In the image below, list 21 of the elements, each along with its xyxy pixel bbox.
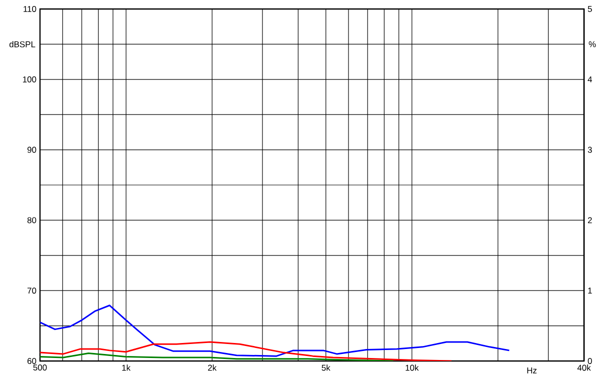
y-tick-label: 80 bbox=[27, 217, 36, 224]
y2-tick-label: 4 bbox=[588, 76, 592, 82]
y2-tick-label: 2 bbox=[588, 217, 592, 224]
y-tick-label: 90 bbox=[27, 146, 36, 153]
y2-tick-label: 0 bbox=[588, 358, 592, 364]
x-tick-label: 40k bbox=[577, 364, 591, 371]
y-tick-label: 110 bbox=[24, 6, 36, 12]
y2-tick-label: 1 bbox=[588, 288, 592, 294]
y-tick-label: 70 bbox=[28, 288, 36, 294]
x-axis-title: Hz bbox=[527, 368, 537, 374]
y2-tick-label: 3 bbox=[588, 146, 592, 153]
x-tick-label: 5k bbox=[322, 364, 330, 371]
y-tick-label: 100 bbox=[23, 76, 36, 82]
y-axis-title: dBSPL bbox=[9, 41, 36, 48]
x-tick-label: 10k bbox=[406, 364, 419, 371]
y2-tick-label: 5 bbox=[588, 6, 592, 12]
y2-axis-title: % bbox=[588, 41, 596, 48]
x-tick-label: 500 bbox=[33, 364, 47, 371]
x-tick-label: 1k bbox=[122, 364, 131, 371]
x-tick-label: 2k bbox=[208, 364, 217, 371]
y-tick-label: 60 bbox=[28, 358, 36, 364]
